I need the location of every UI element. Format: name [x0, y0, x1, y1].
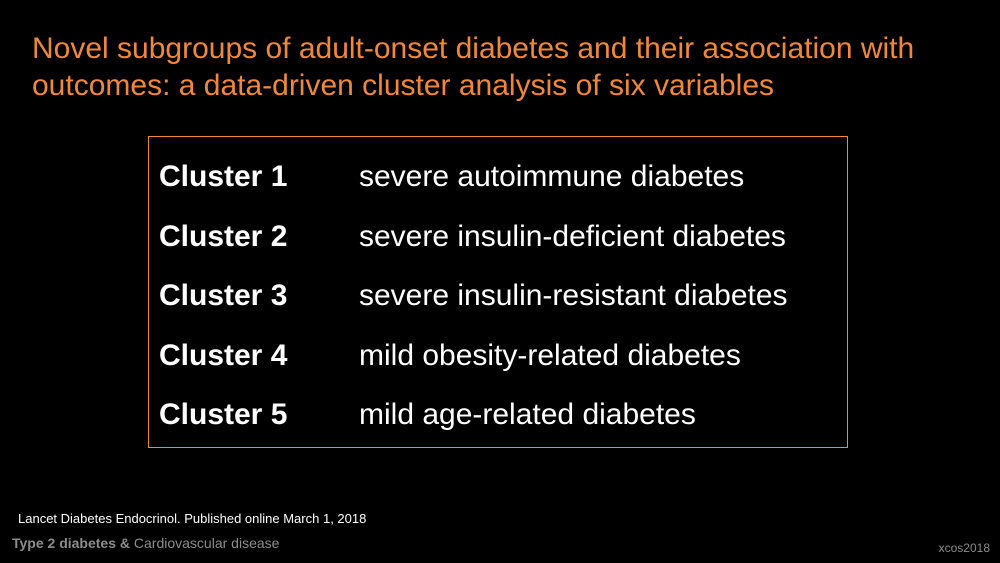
cluster-description: mild age-related diabetes [359, 398, 696, 431]
cluster-name: Cluster 2 [159, 220, 288, 253]
cluster-description: severe insulin-deficient diabetes [359, 220, 786, 253]
cluster-name: Cluster 1 [159, 160, 288, 193]
footer-topic: Type 2 diabetes & Cardiovascular disease [12, 535, 279, 551]
cluster-list-box: Cluster 1 severe autoimmune diabetes Clu… [148, 136, 848, 448]
cluster-description: severe insulin-resistant diabetes [359, 279, 788, 312]
slide-title: Novel subgroups of adult-onset diabetes … [32, 32, 915, 102]
footer-topic-bold: Type 2 diabetes & [12, 535, 131, 551]
cluster-description: mild obesity-related diabetes [359, 339, 741, 372]
citation: Lancet Diabetes Endocrinol. Published on… [18, 511, 367, 526]
cluster-name: Cluster 3 [159, 279, 288, 312]
cluster-description: severe autoimmune diabetes [359, 160, 745, 193]
watermark: xcos2018 [938, 541, 990, 555]
cluster-name: Cluster 4 [159, 339, 288, 372]
footer-topic-rest: Cardiovascular disease [133, 535, 280, 551]
cluster-name: Cluster 5 [159, 398, 288, 431]
